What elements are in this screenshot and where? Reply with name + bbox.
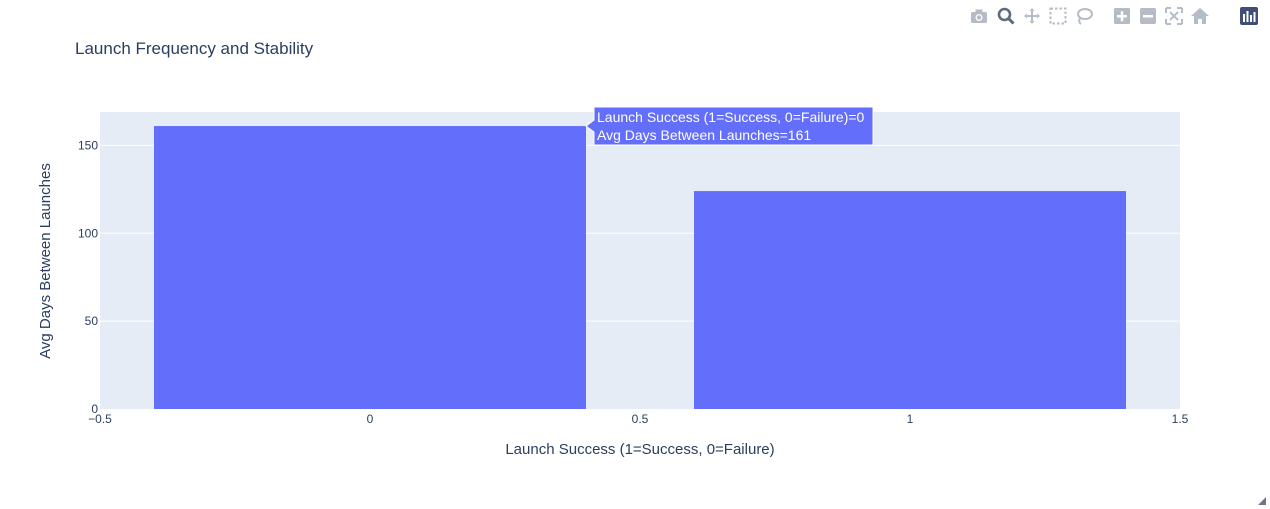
plotly-logo-icon[interactable] bbox=[1238, 5, 1260, 27]
x-tick-labels: −0.5 0 0.5 1 1.5 bbox=[88, 412, 1189, 426]
x-tick-label: 0 bbox=[367, 412, 374, 426]
x-axis-label: Launch Success (1=Success, 0=Failure) bbox=[505, 441, 774, 458]
camera-icon[interactable] bbox=[968, 5, 990, 27]
bar-1[interactable] bbox=[694, 191, 1126, 409]
resize-handle-icon[interactable] bbox=[1256, 495, 1266, 505]
reset-axes-icon[interactable] bbox=[1189, 5, 1211, 27]
box-select-icon[interactable] bbox=[1047, 5, 1069, 27]
lasso-icon[interactable] bbox=[1073, 5, 1095, 27]
hover-tooltip: Launch Success (1=Success, 0=Failure)=0 A… bbox=[585, 106, 874, 146]
x-tick-label: 1 bbox=[907, 412, 914, 426]
y-tick-label: 50 bbox=[85, 314, 99, 328]
y-tick-label: 0 bbox=[91, 402, 98, 416]
bars bbox=[154, 126, 1126, 409]
x-tick-label: 1.5 bbox=[1172, 412, 1189, 426]
x-tick-label: 0.5 bbox=[632, 412, 649, 426]
chart-title: Launch Frequency and Stability bbox=[75, 39, 314, 58]
hover-line: Avg Days Between Launches=161 bbox=[597, 127, 811, 143]
zoom-icon[interactable] bbox=[995, 5, 1017, 27]
autoscale-icon[interactable] bbox=[1163, 5, 1185, 27]
hover-box bbox=[585, 106, 874, 146]
y-tick-label: 150 bbox=[78, 138, 98, 152]
y-tick-labels: 0 50 100 150 bbox=[78, 138, 98, 416]
zoom-out-icon[interactable] bbox=[1137, 5, 1159, 27]
y-axis-label: Avg Days Between Launches bbox=[37, 163, 54, 359]
pan-icon[interactable] bbox=[1021, 5, 1043, 27]
hover-line: Launch Success (1=Success, 0=Failure)=0 bbox=[597, 109, 865, 125]
bar-0[interactable] bbox=[154, 126, 586, 409]
y-tick-label: 100 bbox=[78, 226, 98, 240]
zoom-in-icon[interactable] bbox=[1111, 5, 1133, 27]
x-tick-label: −0.5 bbox=[88, 412, 112, 426]
